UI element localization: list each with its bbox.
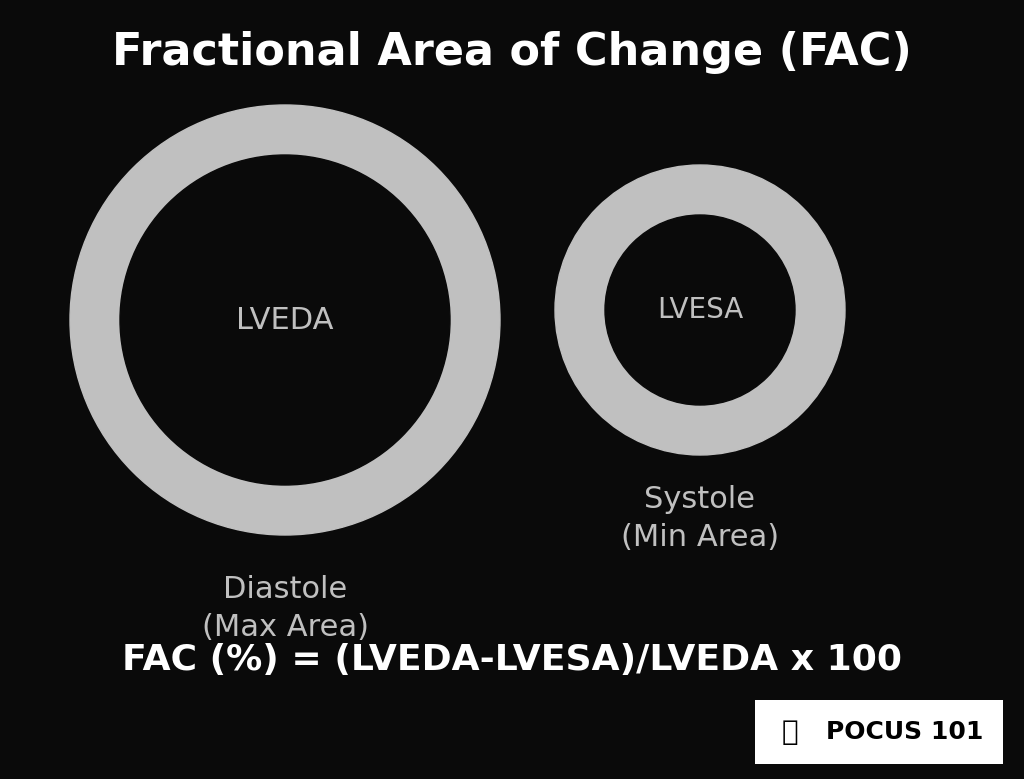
Text: FAC (%) = (LVEDA-LVESA)/LVEDA x 100: FAC (%) = (LVEDA-LVESA)/LVEDA x 100 <box>122 643 902 677</box>
Text: POCUS 101: POCUS 101 <box>826 720 984 744</box>
Circle shape <box>605 215 795 405</box>
Text: LVEDA: LVEDA <box>237 305 334 334</box>
Circle shape <box>70 105 500 535</box>
Text: Diastole
(Max Area): Diastole (Max Area) <box>202 575 369 642</box>
Bar <box>755 700 1002 764</box>
Circle shape <box>555 165 845 455</box>
Text: Systole
(Min Area): Systole (Min Area) <box>621 485 779 552</box>
Text: Fractional Area of Change (FAC): Fractional Area of Change (FAC) <box>112 30 912 73</box>
Text: LVESA: LVESA <box>656 296 743 324</box>
Circle shape <box>120 155 450 485</box>
Text: 🔊: 🔊 <box>781 718 799 746</box>
